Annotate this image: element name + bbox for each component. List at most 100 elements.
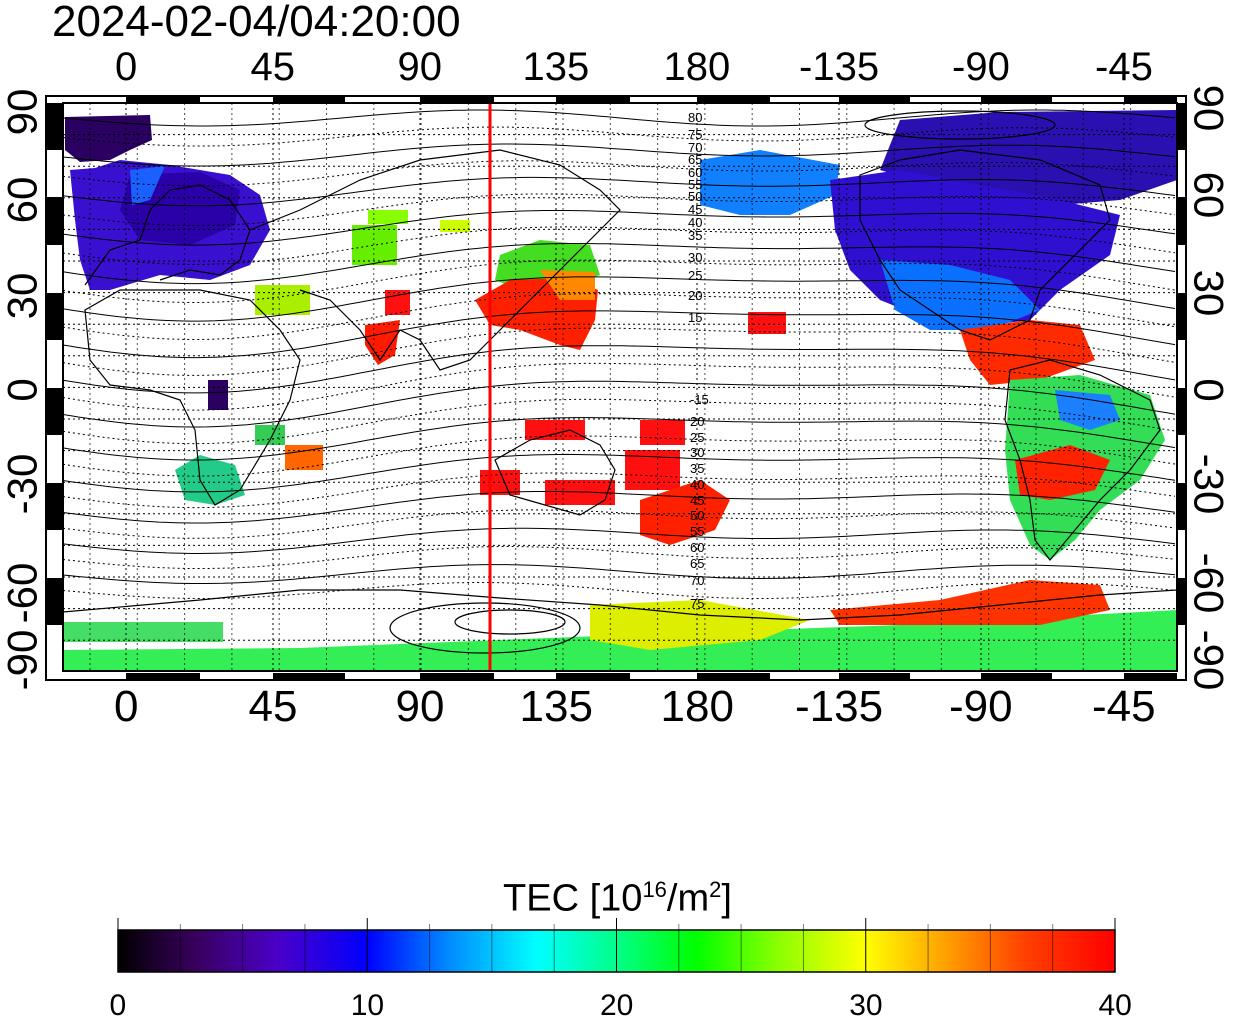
right-lat-tick-label: -90 — [1184, 629, 1232, 691]
colorbar-title: TEC [1016/m2] — [503, 877, 732, 920]
tec-patch-antarctic-yellow — [590, 600, 810, 650]
tec-patch-asia-yellow — [440, 220, 470, 232]
right-lat-tick-label: 0 — [1185, 378, 1233, 402]
tec-patch-sa-red — [1015, 445, 1110, 500]
contour-label-north: 45 — [688, 202, 702, 217]
frame-tick-bars — [46, 96, 1186, 680]
bottom-lon-tick-label: -90 — [949, 682, 1013, 731]
contour-label-south: 45 — [690, 493, 704, 508]
coastline-europe — [84, 184, 251, 286]
bottom-lon-tick-label: -45 — [1092, 682, 1156, 731]
frame-bar-segment — [1124, 96, 1177, 103]
contour-label-north: 80 — [688, 110, 702, 125]
contour-label-north: 50 — [688, 189, 702, 204]
coastline-asia — [249, 149, 621, 371]
contour-south-pole-oval2 — [389, 602, 581, 654]
right-lat-tick-label: 90 — [1184, 84, 1232, 132]
frame-bar-segment — [981, 96, 1052, 103]
magnetic-contour-line — [62, 143, 1176, 167]
contour-label-north: 65 — [688, 152, 702, 167]
frame-bar-segment — [126, 673, 200, 680]
magnetic-contour-line — [62, 160, 1176, 187]
magnetic-contour-line — [62, 276, 1176, 322]
frame-bar-segment — [556, 96, 630, 103]
coastline-north-america — [859, 149, 1111, 341]
contour-label-north: 60 — [688, 165, 702, 180]
coastline-africa — [84, 289, 301, 506]
contour-label-south: 40 — [690, 477, 704, 492]
magnetic-contour-line — [62, 472, 1176, 509]
coastline-antarctica — [62, 589, 1178, 621]
tec-patch-antarctic-red — [830, 580, 1110, 625]
bottom-lon-tick-label: 135 — [519, 682, 593, 731]
tec-patch-aus-2 — [525, 420, 585, 440]
contour-label-north: 75 — [688, 127, 702, 142]
tec-patch-asia-green2 — [368, 210, 408, 224]
colorbar-tick-marks — [117, 918, 1116, 972]
left-lat-tick-label: 0 — [0, 378, 46, 402]
contour-label-north: 15 — [688, 310, 702, 325]
colorbar — [117, 918, 1116, 973]
coastlines — [62, 110, 1178, 654]
top-lon-tick-label: 90 — [397, 45, 443, 89]
frame-bar-segment — [273, 96, 345, 103]
frame-bar-segment — [1177, 578, 1186, 625]
contour-label-north: 70 — [688, 140, 702, 155]
magnetic-contour-line — [62, 226, 1176, 265]
right-lat-tick-label: 30 — [1184, 269, 1232, 317]
coastline-south-america — [1004, 359, 1161, 561]
contour-north-oval — [864, 110, 1056, 140]
colorbar-tick-label: 20 — [600, 989, 634, 1022]
map-plot-area: 8075706560555045403530252015-15202530354… — [45, 95, 1187, 681]
tec-patch-africa-purple — [208, 380, 228, 410]
colorbar-tick-label: 10 — [350, 989, 385, 1022]
frame-bar-segment — [46, 578, 63, 625]
magnetic-contour-line — [62, 509, 1176, 539]
contour-labels: 8075706560555045403530252015-15202530354… — [688, 110, 709, 611]
frame-bar-segment — [46, 103, 63, 150]
contour-south-pole-oval — [454, 609, 566, 635]
colorbar-tick-label: 0 — [109, 989, 127, 1022]
magnetic-contour-line — [62, 398, 1176, 445]
magnetic-contour-line — [62, 193, 1176, 226]
left-lat-tick-label: 60 — [0, 176, 45, 224]
magnetic-contour-line — [62, 210, 1176, 246]
contour-label-north: 35 — [688, 228, 702, 243]
right-lat-tick-label: -30 — [1184, 453, 1232, 515]
frame-bar-segment — [981, 673, 1052, 680]
tec-patch-asia-green — [352, 225, 397, 265]
contour-label-south: 55 — [690, 524, 704, 539]
bottom-lon-tick-label: 45 — [248, 682, 298, 731]
contour-label-south: 75 — [690, 596, 704, 611]
magnetic-contour-line — [62, 362, 1176, 411]
frame-bar-segment — [697, 96, 770, 103]
tec-patch-central-america — [960, 320, 1095, 385]
lat-lon-grid — [63, 102, 1177, 671]
tec-patch-mideast — [255, 285, 310, 315]
left-lat-tick-label: -60 — [0, 562, 45, 624]
left-lat-tick-label: 90 — [0, 88, 45, 136]
frame-bar-segment — [1124, 673, 1177, 680]
colorbar-tick-label: 30 — [849, 989, 883, 1022]
frame-bar-segment — [839, 673, 910, 680]
contour-label-south: 50 — [690, 508, 704, 523]
contour-label-north: 20 — [688, 288, 702, 303]
contour-label-south: 25 — [690, 430, 704, 445]
contour-label-north: 30 — [688, 250, 702, 265]
tec-patch-na-south — [880, 260, 1040, 330]
tec-patch-pacific-red — [748, 312, 786, 334]
frame-bar-segment — [46, 483, 63, 530]
frame-bar-segment — [1177, 388, 1186, 435]
coastline-australia — [494, 429, 616, 516]
frame-bar-segment — [46, 388, 63, 435]
magnetic-contour-line — [62, 564, 1176, 584]
frame-bar-segment — [1177, 483, 1186, 530]
tec-patch-sa-blue — [1055, 390, 1120, 430]
bottom-lon-tick-label: 180 — [660, 682, 734, 731]
contour-label-south: 65 — [690, 556, 704, 571]
frame-bar-segment — [273, 673, 345, 680]
frame-bar-segment — [420, 96, 494, 103]
colorbar-tick-label: 40 — [1098, 989, 1132, 1022]
magnetic-contour-line — [62, 491, 1176, 524]
